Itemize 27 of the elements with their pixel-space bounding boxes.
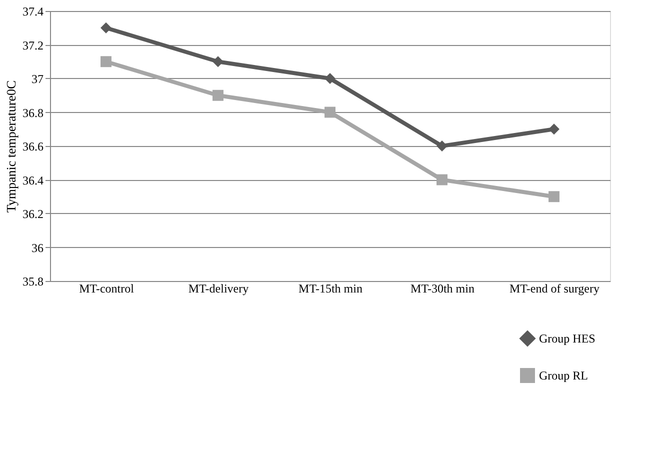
point (212, 56, 224, 68)
y-tick-label: 36 (32, 240, 44, 255)
y-tick-label: 35.8 (22, 274, 44, 288)
point (100, 56, 112, 68)
legend-label: Group RL (539, 368, 588, 382)
x-tick-label: MT-30th min (410, 282, 474, 296)
y-axis-title: Tympanic temperature0C (4, 80, 18, 213)
point (212, 90, 224, 101)
y-tick-label: 37.2 (22, 38, 44, 52)
x-tick-label: MT-end of surgery (510, 282, 600, 296)
legend-label: Group HES (539, 332, 596, 346)
y-tick-label: 37 (32, 72, 44, 86)
y-tick-label: 36.2 (22, 207, 44, 221)
point (324, 106, 336, 118)
point (548, 191, 560, 202)
point (100, 22, 112, 34)
x-tick-label: MT-delivery (188, 282, 249, 296)
point (436, 140, 448, 152)
y-tick-label: 37.4 (22, 4, 44, 18)
point (548, 124, 560, 135)
y-tick-label: 36.6 (22, 140, 44, 154)
x-tick-label: MT-control (79, 282, 135, 296)
x-tick-label: MT-15th min (298, 282, 362, 296)
y-tick-label: 36.4 (22, 173, 44, 188)
point (436, 174, 448, 186)
point (324, 73, 336, 84)
y-tick-label: 36.8 (22, 106, 44, 120)
